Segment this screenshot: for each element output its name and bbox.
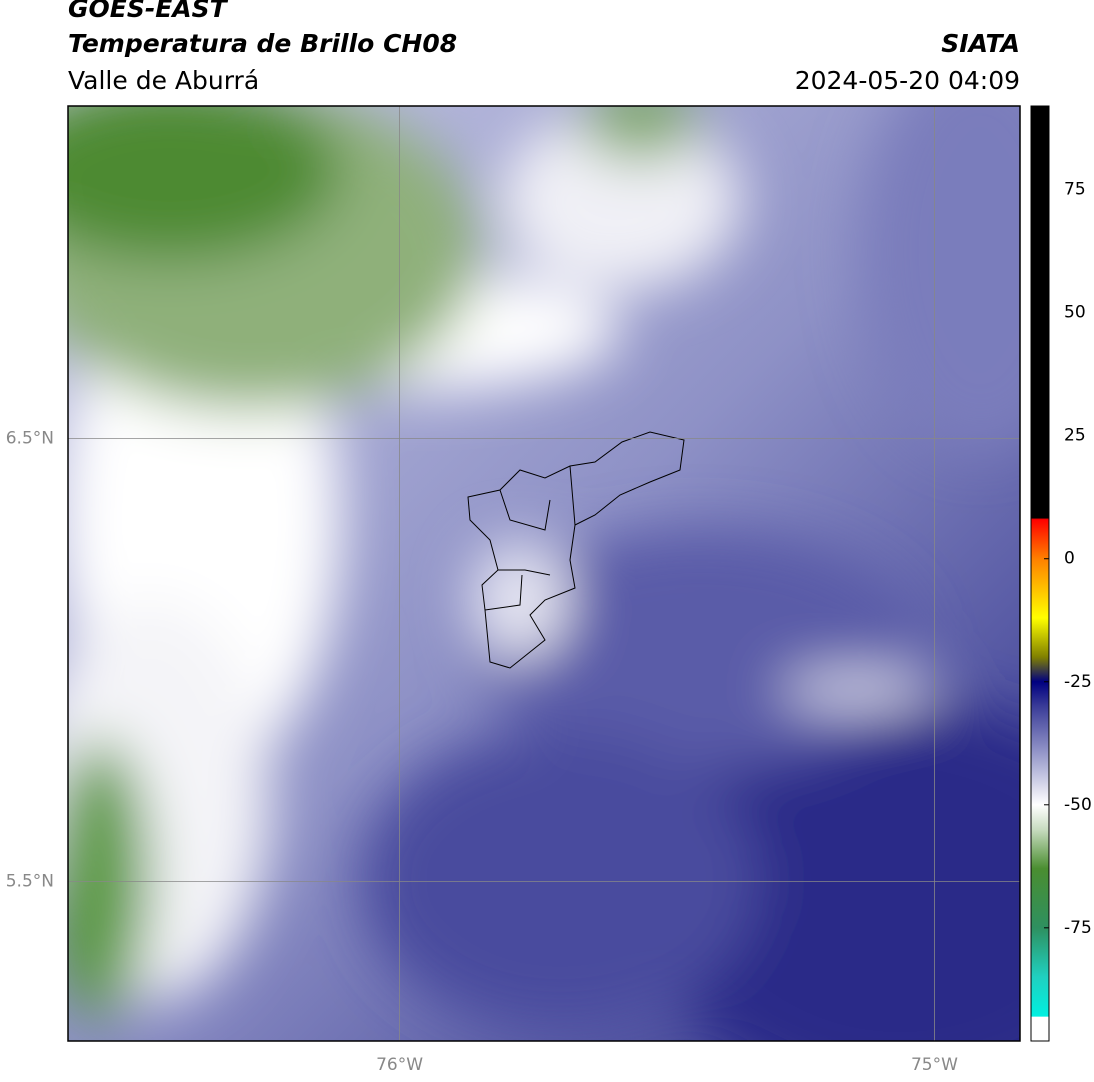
x-tick-label: 76°W [376,1055,423,1075]
valley-boundary [467,431,685,669]
colorbar-tick-label: -25 [1064,672,1092,692]
title: GOES-EAST [68,0,229,23]
datetime: 2024-05-20 04:09 [795,66,1020,95]
region: Valle de Aburrá [68,66,259,95]
y-tick-label: 5.5°N [6,871,54,891]
colorbar-tick-label: 75 [1064,180,1086,200]
y-tick-label: 6.5°N [6,428,54,448]
colorbar-tick-label: -75 [1064,918,1092,938]
colorbar-tick-label: -50 [1064,795,1092,815]
subtitle: Temperatura de Brillo CH08 [68,29,457,58]
temperature-field [68,106,1020,1041]
map-frame [67,105,1021,1042]
colorbar-tick-label: 50 [1064,303,1086,323]
colorbar-tick-label: 25 [1064,426,1086,446]
colorbar-tick-label: 0 [1064,549,1075,569]
x-tick-label: 75°W [911,1055,958,1075]
agency: SIATA [941,29,1020,58]
colorbar [1030,105,1050,1042]
